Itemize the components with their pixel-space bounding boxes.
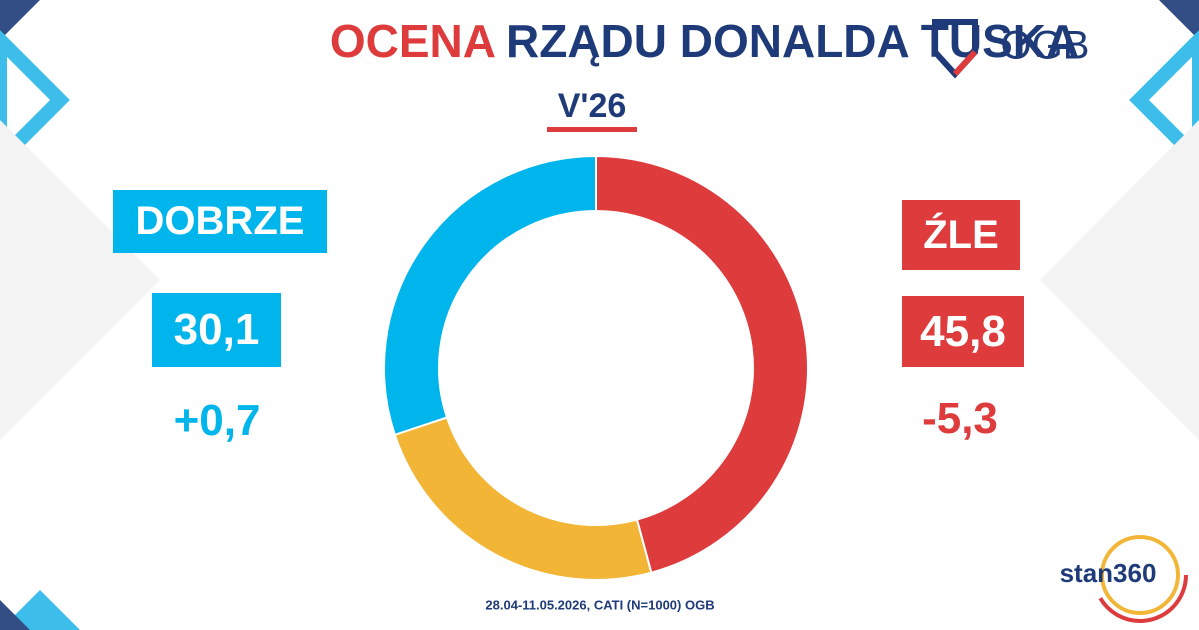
donut-slice [383, 154, 597, 437]
logo-ring [1092, 527, 1188, 623]
logo-text: stan360 [1060, 558, 1157, 588]
category-label: ŹLE [902, 200, 1020, 270]
logo-text: OGB [1001, 24, 1090, 68]
subtitle-underline [547, 127, 637, 132]
value-label: 45,8 [902, 296, 1024, 367]
subtitle: V'26 [558, 87, 627, 125]
change-label: -5,3 [922, 394, 998, 443]
donut-slice [393, 416, 653, 581]
footnote: 28.04-11.05.2026, CATI (N=1000) OGB [485, 597, 714, 612]
change-label: +0,7 [173, 396, 261, 445]
title-highlight: OCENA [330, 15, 496, 67]
logo-ring [1100, 535, 1180, 615]
value-label: 30,1 [152, 293, 281, 367]
chart-title: RZĄDU DONALDA TUSKA [506, 15, 1079, 67]
logo-accent [952, 49, 978, 77]
category-label: DOBRZE [113, 190, 327, 253]
donut-slice [595, 154, 809, 574]
